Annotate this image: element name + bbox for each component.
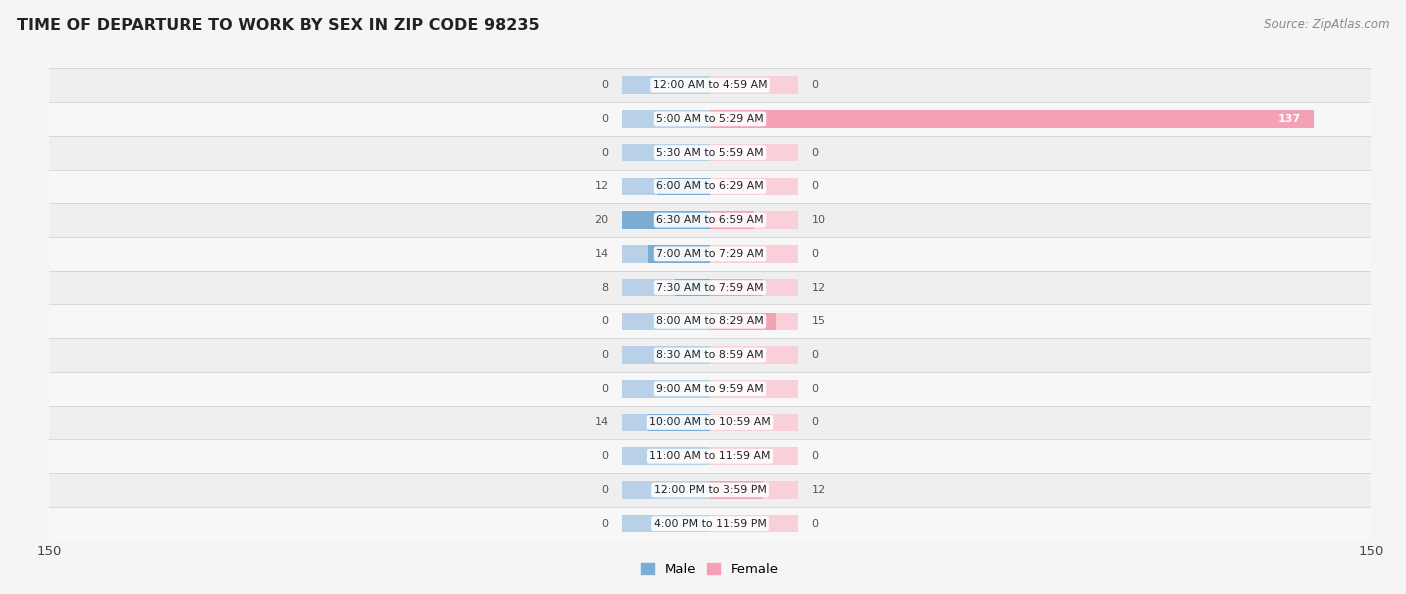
Text: 0: 0 bbox=[602, 114, 609, 124]
Bar bbox=[621, 211, 710, 229]
Text: 0: 0 bbox=[602, 316, 609, 326]
Bar bbox=[49, 237, 1371, 271]
Bar bbox=[710, 110, 799, 128]
Text: 12: 12 bbox=[811, 283, 825, 293]
Text: 8: 8 bbox=[602, 283, 609, 293]
Text: 10:00 AM to 10:59 AM: 10:00 AM to 10:59 AM bbox=[650, 418, 770, 428]
Bar bbox=[648, 245, 710, 263]
Text: 14: 14 bbox=[595, 249, 609, 259]
Text: 7:30 AM to 7:59 AM: 7:30 AM to 7:59 AM bbox=[657, 283, 763, 293]
Text: 12: 12 bbox=[811, 485, 825, 495]
Bar bbox=[710, 380, 799, 397]
Bar bbox=[621, 312, 710, 330]
Text: 4:00 PM to 11:59 PM: 4:00 PM to 11:59 PM bbox=[654, 519, 766, 529]
Text: 0: 0 bbox=[811, 148, 818, 157]
Bar bbox=[621, 144, 710, 162]
Text: 0: 0 bbox=[811, 384, 818, 394]
Bar bbox=[710, 77, 799, 94]
Bar bbox=[710, 245, 799, 263]
Bar bbox=[657, 178, 710, 195]
Bar bbox=[710, 346, 799, 364]
Bar bbox=[49, 305, 1371, 338]
Text: 12:00 PM to 3:59 PM: 12:00 PM to 3:59 PM bbox=[654, 485, 766, 495]
Text: 6:00 AM to 6:29 AM: 6:00 AM to 6:29 AM bbox=[657, 181, 763, 191]
Text: 0: 0 bbox=[811, 350, 818, 360]
Bar bbox=[648, 413, 710, 431]
Text: 0: 0 bbox=[602, 148, 609, 157]
Bar bbox=[49, 136, 1371, 169]
Bar bbox=[49, 406, 1371, 440]
Text: 0: 0 bbox=[811, 451, 818, 461]
Text: 20: 20 bbox=[595, 215, 609, 225]
Bar bbox=[675, 279, 710, 296]
Text: 9:00 AM to 9:59 AM: 9:00 AM to 9:59 AM bbox=[657, 384, 763, 394]
Bar bbox=[621, 447, 710, 465]
Bar bbox=[710, 279, 763, 296]
Bar bbox=[49, 507, 1371, 541]
Text: 10: 10 bbox=[811, 215, 825, 225]
Text: 0: 0 bbox=[602, 485, 609, 495]
Bar bbox=[621, 380, 710, 397]
Text: 0: 0 bbox=[811, 418, 818, 428]
Text: 15: 15 bbox=[811, 316, 825, 326]
Bar bbox=[710, 110, 1313, 128]
Text: 0: 0 bbox=[811, 249, 818, 259]
Text: 0: 0 bbox=[602, 80, 609, 90]
Bar bbox=[49, 271, 1371, 304]
Text: 0: 0 bbox=[602, 451, 609, 461]
Bar bbox=[710, 211, 754, 229]
Bar bbox=[49, 169, 1371, 203]
Bar bbox=[710, 211, 799, 229]
Bar bbox=[621, 178, 710, 195]
Text: 8:00 AM to 8:29 AM: 8:00 AM to 8:29 AM bbox=[657, 316, 763, 326]
Bar bbox=[621, 211, 710, 229]
Bar bbox=[49, 372, 1371, 406]
Bar bbox=[710, 312, 776, 330]
Text: 0: 0 bbox=[602, 350, 609, 360]
Text: 0: 0 bbox=[811, 181, 818, 191]
Text: 0: 0 bbox=[811, 80, 818, 90]
Text: 14: 14 bbox=[595, 418, 609, 428]
Bar bbox=[49, 473, 1371, 507]
Text: 5:30 AM to 5:59 AM: 5:30 AM to 5:59 AM bbox=[657, 148, 763, 157]
Bar bbox=[621, 110, 710, 128]
Bar bbox=[710, 515, 799, 532]
Text: 0: 0 bbox=[602, 519, 609, 529]
Bar bbox=[621, 245, 710, 263]
Bar bbox=[49, 68, 1371, 102]
Bar bbox=[621, 481, 710, 499]
Bar bbox=[710, 144, 799, 162]
Text: 11:00 AM to 11:59 AM: 11:00 AM to 11:59 AM bbox=[650, 451, 770, 461]
Bar bbox=[49, 203, 1371, 237]
Text: 5:00 AM to 5:29 AM: 5:00 AM to 5:29 AM bbox=[657, 114, 763, 124]
Bar bbox=[710, 481, 799, 499]
Bar bbox=[710, 178, 799, 195]
Text: Source: ZipAtlas.com: Source: ZipAtlas.com bbox=[1264, 18, 1389, 31]
Bar bbox=[710, 279, 799, 296]
Legend: Male, Female: Male, Female bbox=[636, 558, 785, 581]
Text: 12: 12 bbox=[595, 181, 609, 191]
Text: 12:00 AM to 4:59 AM: 12:00 AM to 4:59 AM bbox=[652, 80, 768, 90]
Text: 8:30 AM to 8:59 AM: 8:30 AM to 8:59 AM bbox=[657, 350, 763, 360]
Bar bbox=[49, 102, 1371, 136]
Bar bbox=[710, 413, 799, 431]
Bar bbox=[621, 346, 710, 364]
Text: 0: 0 bbox=[811, 519, 818, 529]
Bar bbox=[621, 77, 710, 94]
Bar bbox=[49, 338, 1371, 372]
Bar bbox=[621, 413, 710, 431]
Bar bbox=[49, 440, 1371, 473]
Bar bbox=[710, 481, 763, 499]
Bar bbox=[710, 312, 799, 330]
Text: TIME OF DEPARTURE TO WORK BY SEX IN ZIP CODE 98235: TIME OF DEPARTURE TO WORK BY SEX IN ZIP … bbox=[17, 18, 540, 33]
Bar bbox=[710, 447, 799, 465]
Bar bbox=[621, 515, 710, 532]
Bar bbox=[621, 279, 710, 296]
Text: 6:30 AM to 6:59 AM: 6:30 AM to 6:59 AM bbox=[657, 215, 763, 225]
Text: 137: 137 bbox=[1277, 114, 1301, 124]
Text: 0: 0 bbox=[602, 384, 609, 394]
Text: 7:00 AM to 7:29 AM: 7:00 AM to 7:29 AM bbox=[657, 249, 763, 259]
